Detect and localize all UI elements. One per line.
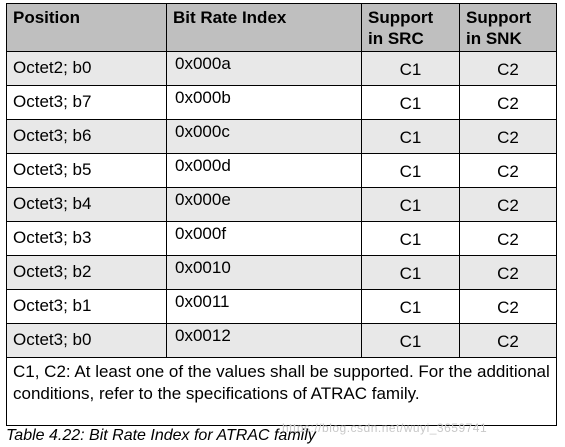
snk-cell: C2 (459, 289, 557, 324)
position-cell: Octet3; b1 (6, 289, 167, 324)
snk-cell: C2 (459, 51, 557, 86)
table-caption: Table 4.22: Bit Rate Index for ATRAC fam… (6, 427, 316, 444)
src-cell: C1 (361, 85, 460, 120)
position-cell: Octet3; b0 (6, 323, 167, 358)
table-row: Octet3; b4 0x000e C1 C2 (6, 187, 557, 222)
table-row: Octet3; b3 0x000f C1 C2 (6, 221, 557, 256)
position-cell: Octet3; b7 (6, 85, 167, 120)
header-position: Position (6, 3, 167, 52)
index-cell: 0x000d (166, 153, 362, 188)
header-support-src: Support in SRC (361, 3, 460, 52)
position-cell: Octet2; b0 (6, 51, 167, 86)
src-cell: C1 (361, 221, 460, 256)
index-cell: 0x000f (166, 221, 362, 256)
index-cell: 0x000e (166, 187, 362, 222)
src-cell: C1 (361, 323, 460, 358)
bit-rate-index-table: Position Bit Rate Index Support in SRC Su… (6, 3, 557, 426)
table-row: Octet3; b6 0x000c C1 C2 (6, 119, 557, 154)
position-cell: Octet3; b4 (6, 187, 167, 222)
snk-cell: C2 (459, 85, 557, 120)
index-cell: 0x0012 (166, 323, 362, 358)
header-support-snk: Support in SNK (459, 3, 557, 52)
table-row: Octet3; b1 0x0011 C1 C2 (6, 289, 557, 324)
src-cell: C1 (361, 51, 460, 86)
table-note-row: C1, C2: At least one of the values shall… (6, 357, 557, 426)
snk-cell: C2 (459, 119, 557, 154)
index-cell: 0x0010 (166, 255, 362, 290)
table-header-row: Position Bit Rate Index Support in SRC Su… (6, 3, 557, 52)
table-row: Octet3; b0 0x0012 C1 C2 (6, 323, 557, 358)
src-cell: C1 (361, 187, 460, 222)
src-cell: C1 (361, 153, 460, 188)
snk-cell: C2 (459, 153, 557, 188)
src-cell: C1 (361, 255, 460, 290)
index-cell: 0x000c (166, 119, 362, 154)
table-row: Octet3; b5 0x000d C1 C2 (6, 153, 557, 188)
table-note: C1, C2: At least one of the values shall… (6, 357, 557, 426)
position-cell: Octet3; b6 (6, 119, 167, 154)
position-cell: Octet3; b3 (6, 221, 167, 256)
table-row: Octet2; b0 0x000a C1 C2 (6, 51, 557, 86)
snk-cell: C2 (459, 323, 557, 358)
index-cell: 0x000a (166, 51, 362, 86)
table-row: Octet3; b7 0x000b C1 C2 (6, 85, 557, 120)
snk-cell: C2 (459, 187, 557, 222)
position-cell: Octet3; b2 (6, 255, 167, 290)
index-cell: 0x000b (166, 85, 362, 120)
snk-cell: C2 (459, 255, 557, 290)
src-cell: C1 (361, 119, 460, 154)
table-row: Octet3; b2 0x0010 C1 C2 (6, 255, 557, 290)
header-bit-rate-index: Bit Rate Index (166, 3, 362, 52)
src-cell: C1 (361, 289, 460, 324)
position-cell: Octet3; b5 (6, 153, 167, 188)
snk-cell: C2 (459, 221, 557, 256)
index-cell: 0x0011 (166, 289, 362, 324)
watermark: https://blog.csdn.net/wuyi_3659741 (282, 421, 488, 435)
